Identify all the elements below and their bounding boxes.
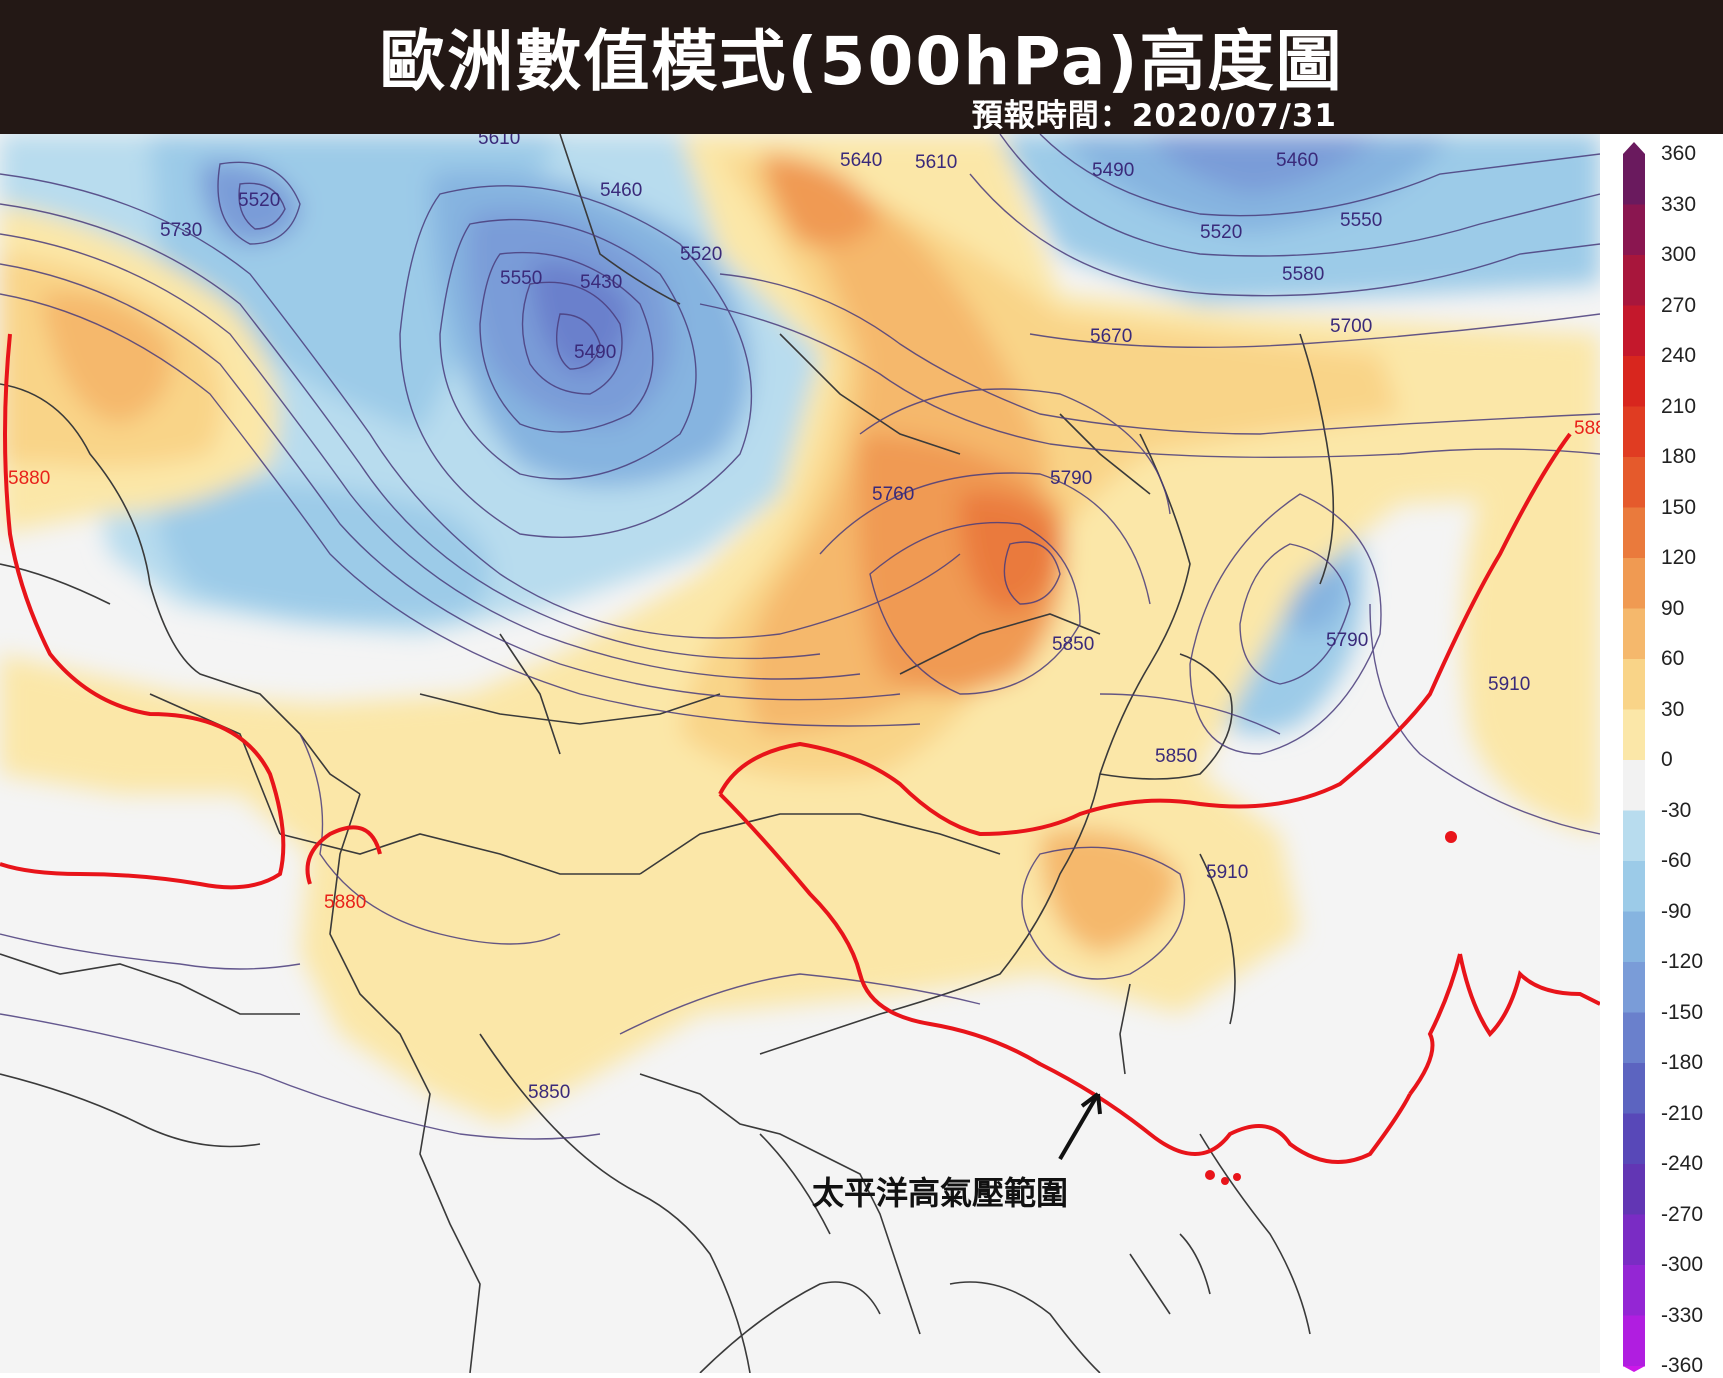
colorbar-label: 30: [1661, 697, 1685, 721]
colorbar-label: -60: [1661, 849, 1692, 872]
contour-label: 5790: [1050, 468, 1092, 489]
colorbar-segment: [1623, 962, 1645, 1013]
colorbar-label: -210: [1661, 1101, 1704, 1125]
colorbar: 360 330 300 270 240 210 180 150 120 90 60 30 0 -30 -60…: [1617, 134, 1723, 1377]
colorbar-label: 150: [1661, 495, 1697, 519]
contour-label: 5730: [160, 220, 202, 241]
contour-label: 5520: [680, 244, 722, 265]
colorbar-top-arrow: [1623, 142, 1645, 154]
height-contours: [0, 134, 1600, 1140]
colorbar-label: -270: [1661, 1202, 1704, 1226]
colorbar-segment: [1623, 204, 1645, 256]
colorbar-label: -150: [1661, 1000, 1704, 1024]
colorbar-label: 240: [1661, 344, 1697, 367]
colorbar-segment: [1623, 911, 1645, 963]
annotation: 太平洋高氣壓範圍: [812, 1092, 1102, 1212]
colorbar-segment: [1623, 1113, 1645, 1165]
colorbar-segment: [1623, 1265, 1645, 1316]
contour-label: 5490: [1092, 160, 1134, 181]
annotation-text: 太平洋高氣壓範圍: [812, 1174, 1068, 1212]
contour-label: 5430: [580, 272, 622, 293]
colorbar-scale: [1623, 142, 1645, 1372]
colorbar-segment: [1623, 406, 1645, 458]
contour-label: 5610: [478, 134, 520, 149]
contour-label: 5520: [1200, 222, 1242, 243]
colorbar-segment: [1623, 558, 1645, 609]
forecast-date: 2020/07/31: [1131, 98, 1337, 134]
colorbar-label: 270: [1661, 293, 1697, 317]
contour-label: 5610: [915, 152, 957, 173]
contour-label: 5580: [1282, 264, 1324, 285]
colorbar-label: 60: [1661, 647, 1685, 670]
scattered-islands: [1205, 831, 1457, 1185]
annotation-arrow: [1058, 1092, 1100, 1161]
colorbar-bottom-arrow: [1623, 1366, 1645, 1372]
colorbar-label: 300: [1661, 243, 1697, 266]
colorbar-label: -330: [1661, 1303, 1704, 1327]
contour-label: 5520: [238, 190, 280, 211]
colorbar-segment: [1623, 608, 1645, 660]
colorbar-label: -30: [1661, 798, 1692, 822]
colorbar-segment: [1623, 255, 1645, 306]
colorbar-segment: [1623, 861, 1645, 912]
map-title: 歐洲數值模式(500hPa)高度圖: [379, 23, 1344, 100]
contour-label: 5460: [600, 180, 642, 201]
colorbar-segment: [1623, 1214, 1645, 1266]
contour-label: 5850: [1052, 634, 1094, 655]
colorbar-segment: [1623, 356, 1645, 407]
colorbar-segment: [1623, 305, 1645, 357]
colorbar-label: -180: [1661, 1051, 1704, 1074]
colorbar-label: 120: [1661, 546, 1697, 569]
colorbar-segment: [1623, 1012, 1645, 1064]
colorbar-segment: [1623, 659, 1645, 710]
colorbar-label: -300: [1661, 1253, 1704, 1276]
colorbar-segment: [1623, 507, 1645, 559]
contour-labels: 5610 5520 5730 5460 5430 5550 5520 5490 …: [8, 134, 1616, 1103]
colorbar-label: 0: [1661, 748, 1673, 771]
contour-label: 5700: [1330, 316, 1372, 337]
contour-label: 5640: [840, 150, 882, 171]
colorbar-label: 180: [1661, 445, 1697, 468]
colorbar-label: -120: [1661, 950, 1704, 973]
anomaly-shading: [0, 134, 1600, 1124]
5880-contour: [0, 333, 1600, 1164]
colorbar-segment: [1623, 154, 1645, 205]
coastlines: [0, 134, 1335, 1373]
contour-label: 5790: [1326, 630, 1368, 651]
contour-label: 5490: [574, 342, 616, 363]
colorbar-label: -360: [1661, 1354, 1704, 1377]
contour-label: 5550: [1340, 210, 1382, 231]
title-banner: 歐洲數值模式(500hPa)高度圖 預報時間：2020/07/31: [0, 0, 1723, 134]
colorbar-label: -240: [1661, 1152, 1704, 1175]
contour-label: 5880: [1574, 418, 1616, 439]
contour-label: 5850: [1155, 746, 1197, 767]
colorbar-label: -90: [1661, 899, 1692, 923]
colorbar-segment: [1623, 1063, 1645, 1114]
forecast-time: 預報時間：2020/07/31: [972, 90, 1337, 135]
height-map: 5610 5520 5730 5460 5430 5550 5520 5490 …: [0, 134, 1616, 1373]
colorbar-label: 90: [1661, 596, 1685, 620]
contour-label: 5760: [872, 484, 914, 505]
contour-label: 5550: [500, 268, 542, 289]
colorbar-segment: [1623, 457, 1645, 508]
contour-label: 5910: [1206, 862, 1248, 883]
contour-label: 5850: [528, 1082, 570, 1103]
contour-label: 5880: [324, 892, 366, 913]
forecast-label: 預報時間：: [971, 98, 1132, 134]
colorbar-label: 330: [1661, 192, 1697, 216]
contour-label: 5880: [8, 468, 50, 489]
colorbar-label: 360: [1661, 142, 1697, 165]
colorbar-segment: [1623, 760, 1645, 811]
colorbar-label: 210: [1661, 394, 1697, 418]
contour-label: 5460: [1276, 150, 1318, 171]
colorbar-segment: [1623, 709, 1645, 761]
colorbar-segment: [1623, 810, 1645, 862]
contour-label: 5670: [1090, 326, 1132, 347]
colorbar-segment: [1623, 1315, 1645, 1367]
contour-label: 5910: [1488, 674, 1530, 695]
colorbar-segment: [1623, 1164, 1645, 1215]
